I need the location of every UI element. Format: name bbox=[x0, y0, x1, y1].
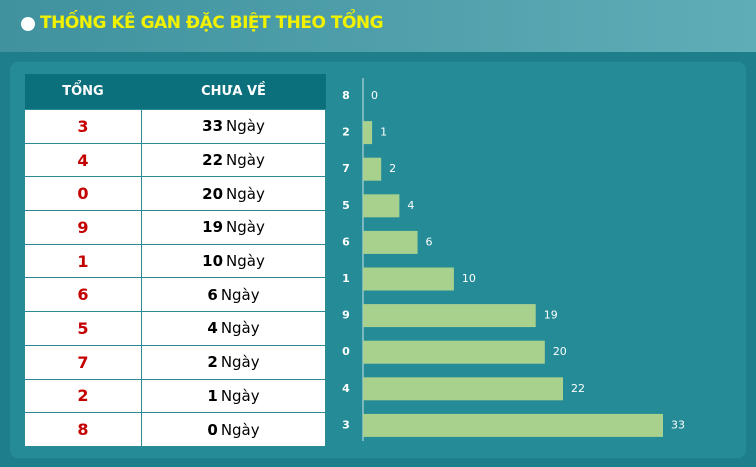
value-label: 0 bbox=[371, 89, 378, 102]
days-unit: Ngày bbox=[226, 151, 265, 170]
category-label: 7 bbox=[342, 162, 350, 175]
bar bbox=[363, 194, 400, 218]
value-label: 19 bbox=[544, 309, 558, 322]
bullet bbox=[21, 17, 35, 31]
days-value: 2 bbox=[207, 353, 218, 372]
bar bbox=[363, 413, 663, 437]
table: TỔNG CHƯA VỀ 3 33 Ngày 4 22 Ngày 0 20 Ngày 9 19 Ngà… bbox=[24, 74, 326, 447]
days-cell: 2 Ngày bbox=[141, 344, 326, 380]
category-label: 2 bbox=[342, 126, 350, 139]
days-cell: 1 Ngày bbox=[141, 378, 326, 414]
total-cell: 2 bbox=[24, 378, 142, 414]
row: 0 20 Ngày bbox=[24, 176, 326, 212]
row: 6 6 Ngày bbox=[24, 277, 326, 313]
total-cell: 9 bbox=[24, 210, 142, 245]
days-unit: Ngày bbox=[226, 218, 265, 237]
days-unit: Ngày bbox=[220, 285, 260, 304]
row: 2 1 Ngày bbox=[24, 378, 326, 414]
bar bbox=[363, 230, 418, 254]
days-cell: 20 Ngày bbox=[141, 176, 326, 212]
days-value: 19 bbox=[202, 218, 224, 237]
total-cell: 6 bbox=[24, 277, 142, 313]
days-cell: 19 Ngày bbox=[141, 210, 326, 245]
value-label: 2 bbox=[389, 162, 396, 175]
category-label: 5 bbox=[342, 199, 350, 212]
value-label: 10 bbox=[462, 272, 476, 285]
row: 8 0 Ngày bbox=[24, 412, 326, 447]
days-value: 10 bbox=[202, 252, 224, 271]
column-header: TỔNG bbox=[24, 74, 142, 110]
days-unit: Ngày bbox=[220, 386, 260, 405]
days-cell: 0 Ngày bbox=[141, 412, 326, 447]
column-header: CHƯA VỀ bbox=[141, 74, 326, 110]
days-cell: 6 Ngày bbox=[141, 277, 326, 313]
days-cell: 22 Ngày bbox=[141, 142, 326, 178]
days-value: 20 bbox=[202, 184, 224, 203]
category-label: 0 bbox=[342, 345, 350, 358]
value-label: 20 bbox=[553, 345, 567, 358]
total-cell: 3 bbox=[24, 109, 142, 144]
days-value: 22 bbox=[202, 151, 224, 170]
days-unit: Ngày bbox=[226, 184, 265, 203]
bar bbox=[363, 377, 563, 401]
row: 3 33 Ngày bbox=[24, 109, 326, 144]
days-value: 1 bbox=[207, 386, 218, 405]
days-value: 4 bbox=[207, 319, 218, 338]
bar bbox=[363, 340, 545, 364]
bar bbox=[363, 121, 373, 145]
category-label: 4 bbox=[342, 382, 350, 395]
row: 7 2 Ngày bbox=[24, 344, 326, 380]
category-label: 9 bbox=[342, 309, 350, 322]
category-label: 6 bbox=[342, 235, 350, 248]
title: THỐNG KÊ GAN ĐẶC BIỆT THEO TỔNG bbox=[40, 13, 384, 33]
row: 4 22 Ngày bbox=[24, 142, 326, 178]
row: 9 19 Ngày bbox=[24, 210, 326, 245]
total-cell: 1 bbox=[24, 243, 142, 279]
days-unit: Ngày bbox=[226, 117, 265, 136]
bar bbox=[363, 157, 382, 181]
days-value: 6 bbox=[207, 285, 218, 304]
days-unit: Ngày bbox=[220, 319, 260, 338]
value-label: 33 bbox=[671, 418, 685, 431]
bar bbox=[363, 304, 536, 328]
days-unit: Ngày bbox=[220, 353, 260, 372]
total-cell: 0 bbox=[24, 176, 142, 212]
days-value: 33 bbox=[202, 117, 224, 136]
total-cell: 8 bbox=[24, 412, 142, 447]
days-unit: Ngày bbox=[220, 420, 260, 439]
value-label: 22 bbox=[571, 382, 585, 395]
days-value: 0 bbox=[207, 420, 218, 439]
total-cell: 7 bbox=[24, 344, 142, 380]
value-label: 6 bbox=[426, 235, 433, 248]
row: 1 10 Ngày bbox=[24, 243, 326, 279]
days-cell: 4 Ngày bbox=[141, 311, 326, 346]
header: THỐNG KÊ GAN ĐẶC BIỆT THEO TỔNG bbox=[0, 0, 756, 52]
days-unit: Ngày bbox=[226, 252, 265, 271]
row: 5 4 Ngày bbox=[24, 311, 326, 346]
bar bbox=[363, 267, 454, 291]
total-cell: 5 bbox=[24, 311, 142, 346]
days-cell: 10 Ngày bbox=[141, 243, 326, 279]
value-label: 1 bbox=[380, 126, 387, 139]
category-label: 3 bbox=[342, 418, 350, 431]
category-label: 1 bbox=[342, 272, 350, 285]
category-label: 8 bbox=[342, 89, 350, 102]
value-label: 4 bbox=[407, 199, 414, 212]
